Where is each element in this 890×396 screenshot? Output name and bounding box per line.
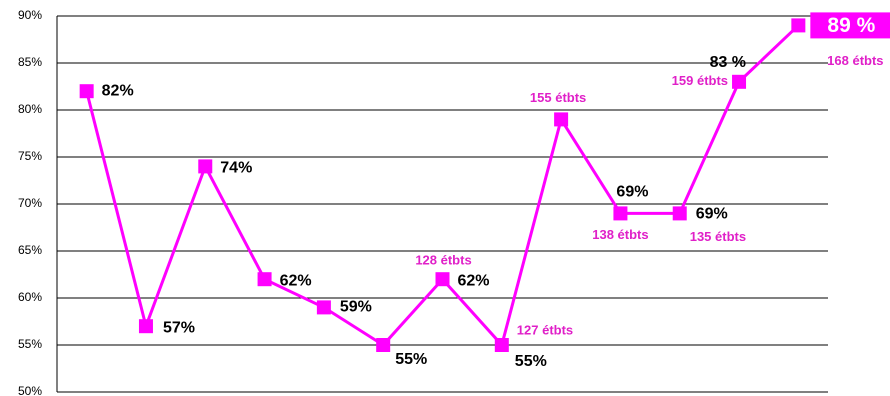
- data-label: 83 %: [710, 54, 746, 71]
- data-label: 89 %: [827, 14, 875, 37]
- data-label: 55%: [395, 351, 427, 368]
- highlight-box: [810, 12, 890, 39]
- count-label: 128 étbts: [415, 253, 471, 268]
- count-label: 155 étbts: [530, 90, 586, 105]
- marker: [316, 300, 331, 315]
- count-label: 138 étbts: [592, 227, 648, 242]
- marker: [613, 206, 628, 221]
- marker: [672, 206, 687, 221]
- data-label: 62%: [280, 272, 312, 289]
- y-tick-label: 50%: [18, 384, 42, 396]
- marker: [791, 18, 806, 33]
- marker: [732, 74, 747, 89]
- data-label: 62%: [458, 272, 490, 289]
- data-label: 82%: [102, 82, 134, 99]
- y-tick-label: 55%: [18, 337, 42, 351]
- data-label: 74%: [220, 160, 252, 177]
- marker: [198, 159, 213, 174]
- y-tick-label: 60%: [18, 290, 42, 304]
- marker: [494, 338, 509, 352]
- count-label: 168 étbts: [827, 53, 883, 68]
- count-label: 127 étbts: [517, 322, 573, 337]
- data-label: 59%: [340, 299, 372, 316]
- y-tick-label: 70%: [18, 196, 42, 210]
- data-label: 69%: [696, 206, 728, 223]
- data-label: 55%: [515, 353, 547, 370]
- y-tick-label: 90%: [18, 8, 42, 22]
- marker: [435, 272, 450, 287]
- marker: [376, 338, 391, 352]
- y-tick-label: 75%: [18, 149, 42, 163]
- y-tick-label: 65%: [18, 243, 42, 257]
- marker: [79, 84, 94, 99]
- marker: [257, 272, 272, 287]
- data-label: 69%: [616, 184, 648, 201]
- data-label: 57%: [163, 319, 195, 336]
- count-label: 159 étbts: [672, 73, 728, 88]
- marker: [554, 112, 569, 127]
- count-label: 135 étbts: [690, 229, 746, 244]
- y-tick-label: 85%: [18, 55, 42, 69]
- marker: [138, 319, 153, 334]
- y-tick-label: 80%: [18, 102, 42, 116]
